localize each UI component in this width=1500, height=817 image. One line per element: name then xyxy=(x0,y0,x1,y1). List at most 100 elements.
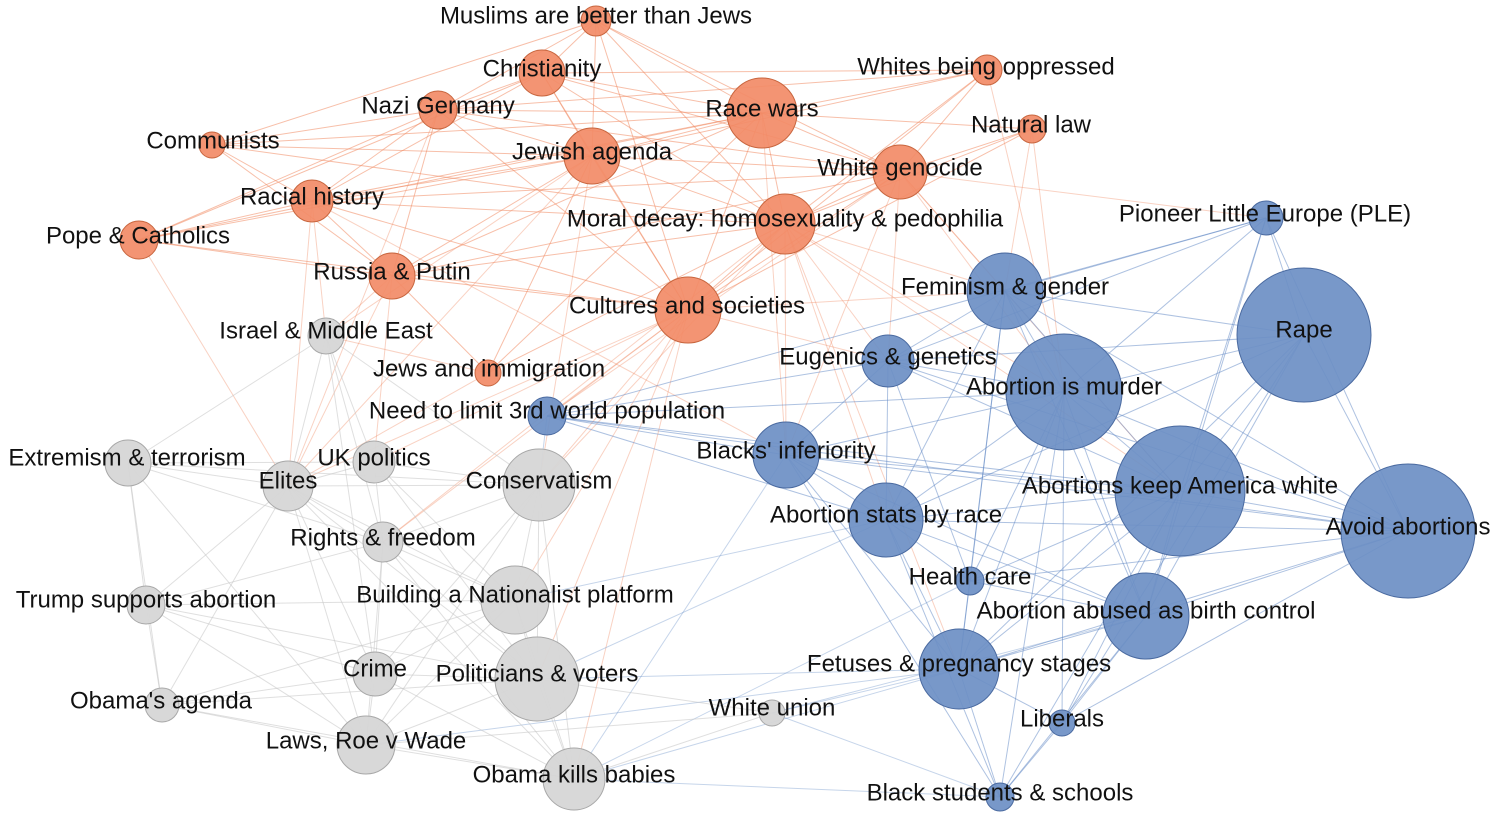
edge-christianity-whites_oppressed xyxy=(541,69,988,74)
node-label-whites-oppressed: Whites being oppressed xyxy=(857,53,1114,80)
edge-blacks_inferiority-black_students xyxy=(785,454,1001,798)
edge-avoid-health_care xyxy=(969,530,1409,582)
node-christianity[interactable] xyxy=(518,49,566,97)
node-keep-white[interactable] xyxy=(1114,425,1246,557)
edge-conservatism-crime xyxy=(374,484,540,675)
node-label-cultures: Cultures and societies xyxy=(569,292,805,319)
edge-crime-obama_kills xyxy=(374,673,575,780)
node-conservatism[interactable] xyxy=(502,448,576,522)
edge-elites-conservatism xyxy=(287,484,540,487)
node-extremism[interactable] xyxy=(104,439,152,487)
edge-jews_immigration-elites xyxy=(287,372,489,487)
node-fetuses[interactable] xyxy=(918,628,1000,710)
edge-stats_race-birth_control xyxy=(885,519,1147,617)
node-avoid[interactable] xyxy=(1340,463,1476,599)
node-feminism[interactable] xyxy=(966,252,1044,330)
edge-blacks_inferiority-fetuses xyxy=(785,454,960,670)
node-russia[interactable] xyxy=(368,252,416,300)
node-birth-control[interactable] xyxy=(1102,572,1190,660)
edge-israel-rights xyxy=(325,335,384,543)
node-racial-history[interactable] xyxy=(290,179,334,223)
edge-jewish_agenda-elites xyxy=(287,155,593,487)
node-cultures[interactable] xyxy=(654,276,722,344)
node-jewish-agenda[interactable] xyxy=(563,127,621,185)
node-nazi[interactable] xyxy=(418,90,458,130)
node-label-muslims: Muslims are better than Jews xyxy=(440,2,752,29)
node-label-laws: Laws, Roe v Wade xyxy=(266,727,467,754)
node-crime[interactable] xyxy=(352,651,398,697)
edge-racial_history-cultures xyxy=(311,200,689,311)
edge-elites-politicians xyxy=(287,485,538,680)
edge-racial_history-moral_decay xyxy=(311,200,786,225)
edge-racial_history-elites xyxy=(287,200,313,487)
node-nationalist[interactable] xyxy=(480,565,550,635)
node-jews-immigration[interactable] xyxy=(474,359,502,387)
node-race-wars[interactable] xyxy=(726,77,798,149)
node-elites[interactable] xyxy=(262,460,314,512)
edge-racial_history-blacks_inferiority xyxy=(311,200,787,456)
edge-extremism-uk_politics xyxy=(127,461,375,464)
node-label-third-world: Need to limit 3rd world population xyxy=(369,397,725,424)
node-label-nationalist: Building a Nationalist platform xyxy=(356,581,674,608)
node-stats-race[interactable] xyxy=(848,482,924,558)
edge-christianity-moral_decay xyxy=(541,72,786,225)
edge-israel-uk_politics xyxy=(325,335,375,463)
edge-cultures-feminism xyxy=(687,290,1006,311)
edge-feminism-avoid xyxy=(1004,290,1409,532)
node-israel[interactable] xyxy=(307,317,345,355)
edge-christianity-white_genocide xyxy=(541,72,901,173)
edge-extremism-conservatism xyxy=(127,462,540,486)
node-rights[interactable] xyxy=(362,521,404,563)
node-label-christianity: Christianity xyxy=(483,55,602,82)
node-abortion-murder[interactable] xyxy=(1005,333,1123,451)
edge-third_world-avoid xyxy=(546,415,1409,532)
node-muslims[interactable] xyxy=(580,5,612,37)
node-white-union[interactable] xyxy=(758,699,786,727)
node-natural-law[interactable] xyxy=(1017,114,1047,144)
edge-communists-jewish_agenda xyxy=(211,144,593,157)
edge-race_wars-jews_immigration xyxy=(487,112,763,374)
node-eugenics[interactable] xyxy=(861,334,915,388)
edge-fetuses-laws xyxy=(365,668,960,746)
edge-pope-elites xyxy=(138,239,289,487)
node-label-keep-white: Abortions keep America white xyxy=(1022,472,1338,499)
node-pope[interactable] xyxy=(119,220,159,260)
node-obama-kills[interactable] xyxy=(542,747,606,811)
node-laws[interactable] xyxy=(336,715,396,775)
node-uk-politics[interactable] xyxy=(352,440,396,484)
edge-nazi-cultures xyxy=(437,109,689,311)
node-obama-agenda[interactable] xyxy=(144,687,180,723)
node-liberals[interactable] xyxy=(1048,709,1076,737)
node-third-world[interactable] xyxy=(527,396,567,436)
edge-feminism-stats_race xyxy=(885,290,1006,521)
edge-pope-russia xyxy=(138,239,393,277)
edge-crime-obama_agenda xyxy=(161,673,376,706)
node-communists[interactable] xyxy=(198,131,226,159)
edge-race_wars-blacks_inferiority xyxy=(761,112,787,456)
edge-abortion_murder-black_students xyxy=(999,391,1065,798)
edge-blacks_inferiority-obama_kills xyxy=(573,454,787,780)
node-politicians[interactable] xyxy=(494,636,580,722)
edge-obama_agenda-laws xyxy=(161,704,367,746)
node-whites-oppressed[interactable] xyxy=(971,54,1003,86)
node-label-natural-law: Natural law xyxy=(971,111,1092,138)
node-label-obama-agenda: Obama's agenda xyxy=(70,687,253,714)
edge-christianity-race_wars xyxy=(541,72,763,114)
node-white-genocide[interactable] xyxy=(872,144,928,200)
node-blacks-inferiority[interactable] xyxy=(752,421,820,489)
edge-jewish_agenda-jews_immigration xyxy=(487,155,593,374)
edge-trump-nationalist xyxy=(145,599,516,606)
edge-nazi-pope xyxy=(138,109,439,241)
edge-third_world-keep_white xyxy=(546,415,1181,492)
node-moral-decay[interactable] xyxy=(754,193,816,255)
node-trump[interactable] xyxy=(126,585,166,625)
node-rape[interactable] xyxy=(1236,267,1372,403)
edge-uk_politics-politicians xyxy=(373,461,538,680)
node-label-israel: Israel & Middle East xyxy=(219,317,433,344)
node-label-uk-politics: UK politics xyxy=(317,444,430,471)
node-black-students[interactable] xyxy=(985,782,1015,812)
node-health-care[interactable] xyxy=(955,566,985,596)
edge-jewish_agenda-russia xyxy=(391,155,593,277)
node-ple[interactable] xyxy=(1248,200,1284,236)
edge-third_world-blacks_inferiority xyxy=(546,415,787,456)
